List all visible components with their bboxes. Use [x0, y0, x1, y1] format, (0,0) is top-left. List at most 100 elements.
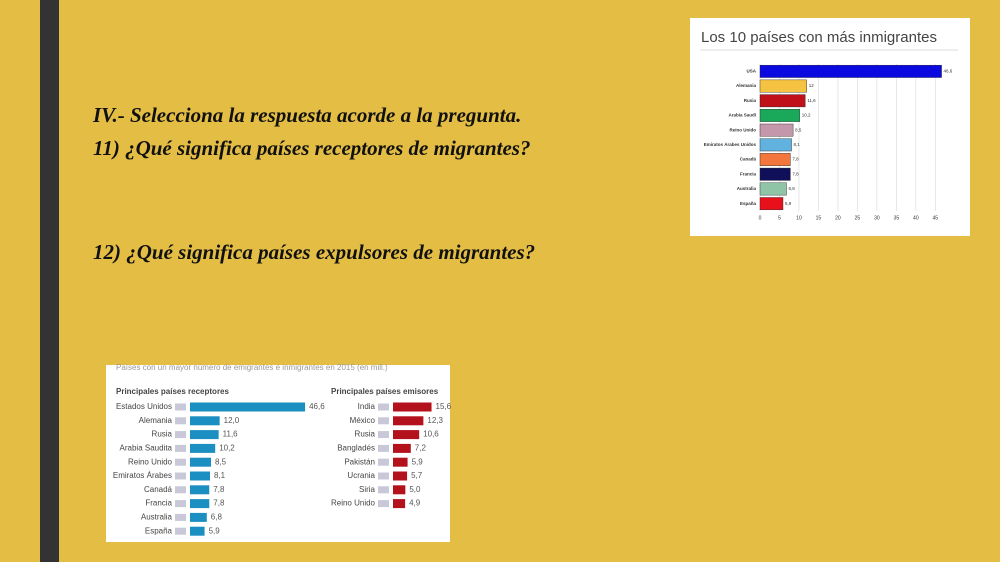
- bar: [393, 499, 406, 509]
- value-label: 5,9: [209, 526, 221, 535]
- y-tick-label: Reino Unido: [730, 127, 757, 132]
- category-label: Alemania: [139, 416, 173, 425]
- bar: [190, 430, 219, 440]
- bar: [190, 402, 306, 412]
- value-label: 10,6: [423, 430, 439, 439]
- value-label: 12,3: [427, 416, 443, 425]
- value-label: 8,1: [214, 471, 226, 480]
- flag: [175, 527, 186, 535]
- value-label: 11,6: [223, 430, 239, 439]
- side-bar: [40, 0, 59, 562]
- bar: [190, 526, 205, 536]
- infographic-panel: [106, 365, 450, 542]
- value-label: 8,5: [215, 457, 227, 466]
- y-tick-label: Australia: [737, 186, 757, 191]
- category-label: Reino Unido: [331, 499, 376, 508]
- flag: [378, 472, 389, 480]
- x-tick-label: 40: [913, 215, 919, 221]
- bar: [759, 167, 791, 181]
- value-label: 6,8: [788, 186, 795, 191]
- panel-title: Principales países receptores: [116, 387, 230, 396]
- category-label: México: [350, 416, 376, 425]
- chart-panel: [690, 18, 970, 236]
- category-label: Pakistán: [344, 457, 375, 466]
- x-tick-label: 15: [816, 215, 822, 221]
- bar: [759, 197, 784, 211]
- bar: [190, 512, 207, 522]
- flag: [378, 417, 389, 425]
- bar: [393, 443, 411, 453]
- flag: [175, 458, 186, 466]
- x-tick-label: 0: [759, 215, 762, 221]
- infographic-subtitle: Países con un mayor número de emigrantes…: [116, 363, 388, 372]
- question: 12) ¿Qué significa países expulsores de …: [93, 240, 535, 264]
- category-label: Rusia: [355, 430, 376, 439]
- flag: [378, 403, 389, 411]
- x-tick-label: 45: [933, 215, 939, 221]
- flag: [175, 472, 186, 480]
- bar: [190, 485, 210, 495]
- bar: [759, 109, 800, 122]
- category-label: Arabia Saudita: [120, 444, 173, 453]
- flag: [175, 417, 186, 425]
- flag: [378, 500, 389, 508]
- y-tick-label: Francia: [740, 171, 757, 176]
- bar: [190, 443, 216, 453]
- y-tick-label: Emiratos Árabes Unidos: [704, 141, 757, 147]
- bar: [190, 457, 211, 467]
- value-label: 6,8: [211, 513, 223, 522]
- value-label: 8,1: [794, 142, 801, 147]
- bar: [759, 182, 787, 196]
- bar: [393, 402, 432, 412]
- value-label: 5,9: [412, 457, 424, 466]
- y-tick-label: Alemania: [736, 83, 757, 88]
- y-tick-label: Rusia: [744, 98, 757, 103]
- value-label: 11,6: [807, 98, 816, 103]
- flag: [378, 486, 389, 494]
- chart-title: Los 10 países con más inmigrantes: [701, 29, 937, 46]
- bar: [393, 485, 406, 495]
- value-label: 7,2: [415, 444, 427, 453]
- flag: [175, 444, 186, 452]
- flag: [175, 486, 186, 494]
- value-label: 46,6: [944, 69, 953, 74]
- x-tick-label: 25: [855, 215, 861, 221]
- value-label: 5,9: [785, 201, 792, 206]
- bar: [759, 94, 806, 108]
- flag: [175, 500, 186, 508]
- bar: [759, 123, 794, 137]
- bar: [759, 79, 807, 93]
- bar: [393, 471, 408, 481]
- bar: [393, 457, 408, 467]
- bar: [759, 153, 791, 166]
- bar: [393, 416, 424, 426]
- value-label: 10,2: [802, 113, 811, 118]
- bar: [190, 471, 211, 481]
- value-label: 4,9: [409, 499, 421, 508]
- value-label: 7,8: [792, 157, 799, 162]
- bar: [190, 416, 220, 426]
- y-tick-label: Canadá: [740, 157, 757, 162]
- x-tick-label: 30: [874, 215, 880, 221]
- x-tick-label: 35: [894, 215, 900, 221]
- value-label: 7,8: [792, 171, 799, 176]
- category-label: Australia: [141, 513, 173, 522]
- y-tick-label: Arabia Saudí: [728, 113, 756, 118]
- y-tick-label: USA: [746, 69, 756, 74]
- category-label: Francia: [145, 499, 172, 508]
- value-label: 7,8: [213, 485, 225, 494]
- value-label: 10,2: [219, 444, 235, 453]
- value-label: 5,7: [411, 471, 423, 480]
- heading: IV.- Selecciona la respuesta acorde a la…: [92, 103, 521, 127]
- value-label: 7,8: [213, 499, 225, 508]
- bar: [190, 499, 210, 509]
- category-label: Reino Unido: [128, 457, 173, 466]
- x-tick-label: 20: [835, 215, 841, 221]
- category-label: Estados Unidos: [116, 402, 172, 411]
- bar: [759, 138, 792, 152]
- question: 11) ¿Qué significa países receptores de …: [93, 136, 530, 160]
- category-label: India: [358, 402, 376, 411]
- x-tick-label: 10: [796, 215, 802, 221]
